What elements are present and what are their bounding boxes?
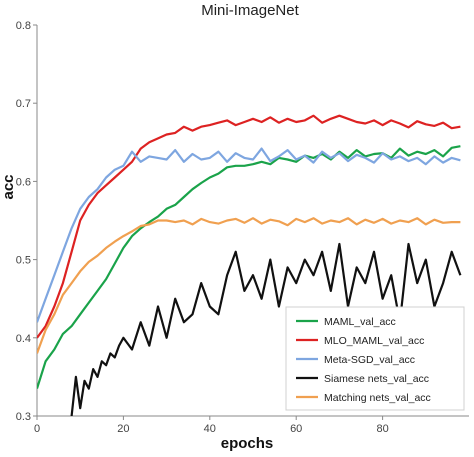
y-tick-label: 0.5 [16, 255, 31, 267]
legend-label-4: Siamese nets_val_acc [324, 373, 429, 385]
axes: 0.3 0.4 0.5 0.6 0.7 0.8 0 20 40 60 80 [16, 20, 469, 435]
x-tick-label: 80 [376, 423, 388, 435]
legend-label-2: MLO_MAML_val_acc [324, 335, 424, 347]
series-line-5 [37, 217, 461, 354]
chart-title: Mini-ImageNet [201, 2, 299, 19]
series-line-4 [70, 242, 462, 416]
x-axis-label: epochs [221, 435, 274, 452]
y-axis-label: acc [0, 174, 17, 199]
x-tick-label: 0 [34, 423, 40, 435]
y-tick-label: 0.8 [16, 20, 31, 32]
y-tick-label: 0.6 [16, 176, 31, 188]
legend-label-1: MAML_val_acc [324, 316, 396, 328]
x-tick-label: 40 [204, 423, 216, 435]
x-tick-label: 60 [290, 423, 302, 435]
series-line-3 [37, 147, 461, 323]
legend: MAML_val_acc MLO_MAML_val_acc Meta-SGD_val… [285, 306, 465, 411]
y-tick-label: 0.7 [16, 98, 31, 110]
y-tick-label: 0.3 [16, 411, 31, 423]
x-tick-label: 20 [117, 423, 129, 435]
legend-label-5: Matching nets_val_acc [324, 392, 431, 404]
series-line-2 [37, 114, 461, 339]
y-tick-label: 0.4 [16, 333, 31, 345]
legend-label-3: Meta-SGD_val_acc [324, 354, 415, 366]
series-layer [37, 114, 462, 416]
